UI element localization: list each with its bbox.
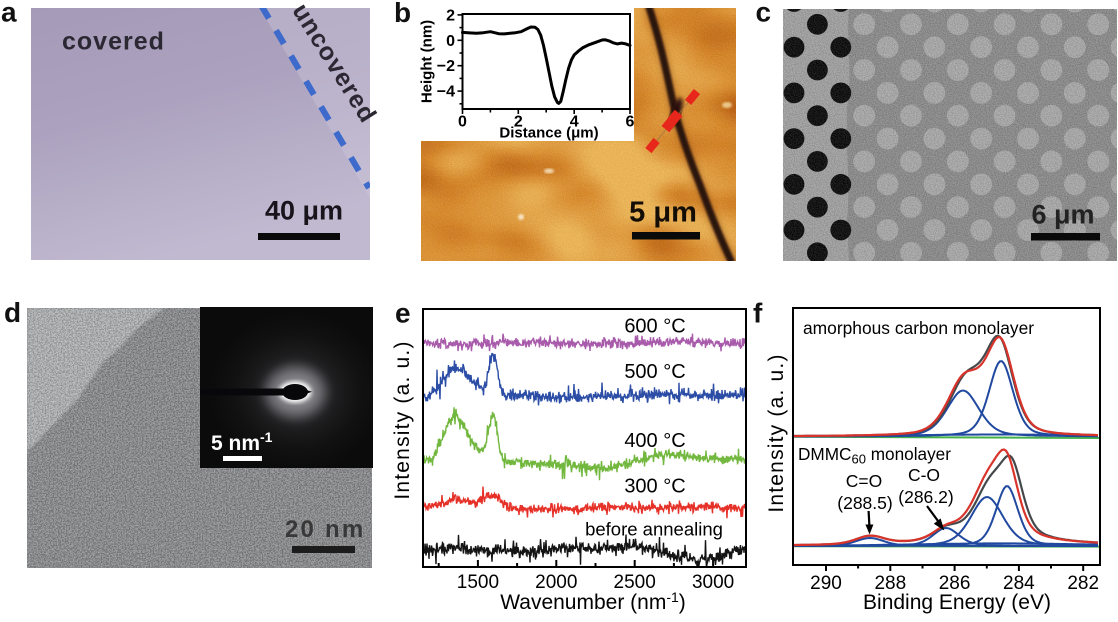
svg-text:Binding Energy (eV): Binding Energy (eV) <box>863 591 1051 614</box>
svg-text:400 °C: 400 °C <box>624 430 685 452</box>
svg-text:2000: 2000 <box>535 572 577 593</box>
svg-text:Distance (μm): Distance (μm) <box>499 125 598 142</box>
svg-text:(286.2): (286.2) <box>898 487 953 507</box>
svg-text:before annealing: before annealing <box>585 519 723 540</box>
svg-text:d: d <box>4 297 21 328</box>
svg-text:6 μm: 6 μm <box>1031 200 1094 230</box>
svg-text:−2: −2 <box>437 58 455 75</box>
svg-text:f: f <box>753 298 763 329</box>
svg-text:300 °C: 300 °C <box>624 476 685 498</box>
svg-text:0: 0 <box>458 114 467 131</box>
svg-text:500 °C: 500 °C <box>624 361 685 383</box>
svg-text:e: e <box>395 298 411 329</box>
svg-text:Intensity (a. u.): Intensity (a. u.) <box>765 353 788 512</box>
svg-text:c: c <box>756 0 772 28</box>
svg-text:290: 290 <box>810 573 842 594</box>
svg-text:amorphous carbon monolayer: amorphous carbon monolayer <box>803 318 1034 338</box>
svg-text:0: 0 <box>446 33 455 50</box>
svg-text:a: a <box>1 0 17 28</box>
svg-text:DMMC60 monolayer: DMMC60 monolayer <box>798 444 951 467</box>
svg-text:20 nm: 20 nm <box>285 516 365 543</box>
svg-text:5 μm: 5 μm <box>629 197 697 229</box>
svg-text:Height (nm): Height (nm) <box>419 20 436 103</box>
svg-text:3000: 3000 <box>692 572 734 593</box>
svg-text:2: 2 <box>446 7 455 24</box>
svg-text:−4: −4 <box>437 84 455 101</box>
svg-text:2500: 2500 <box>614 572 656 593</box>
svg-text:600 °C: 600 °C <box>624 316 685 338</box>
svg-text:40 μm: 40 μm <box>265 196 343 226</box>
svg-text:covered: covered <box>62 28 165 56</box>
svg-text:Wavenumber (nm-1): Wavenumber (nm-1) <box>500 589 686 614</box>
svg-text:(288.5): (288.5) <box>837 493 892 513</box>
svg-text:6: 6 <box>626 114 635 131</box>
svg-text:b: b <box>394 0 411 28</box>
svg-text:282: 282 <box>1067 573 1099 594</box>
svg-text:C-O: C-O <box>908 465 940 485</box>
svg-text:1500: 1500 <box>457 572 499 593</box>
svg-text:C=O: C=O <box>846 471 882 491</box>
svg-text:Intensity (a. u.): Intensity (a. u.) <box>391 340 414 499</box>
